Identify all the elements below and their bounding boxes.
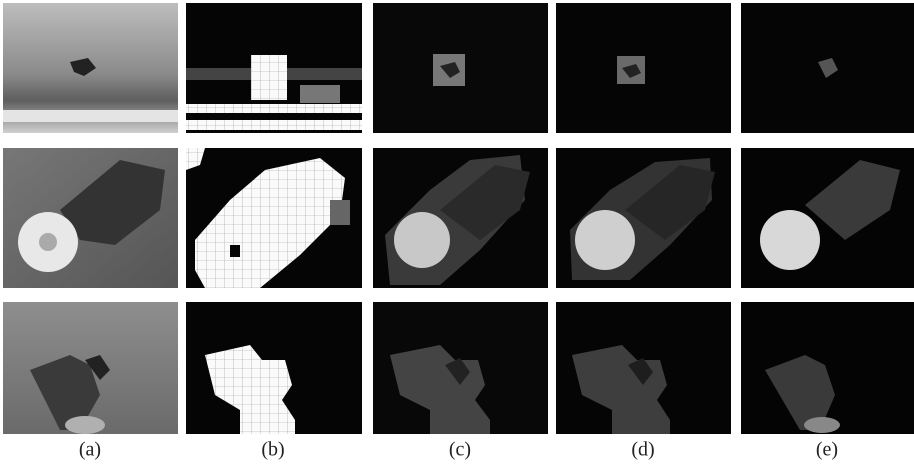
panel-result-d <box>556 3 731 133</box>
panel-label: (c) <box>449 439 471 461</box>
panel-label: (d) <box>631 439 654 461</box>
panel-result-c <box>373 3 548 133</box>
row-3 <box>3 302 914 434</box>
panel-label: (b) <box>261 439 284 461</box>
panel-label: (a) <box>79 439 101 461</box>
panel-result-c <box>373 148 548 288</box>
panel-mask <box>186 148 362 288</box>
panel-mask <box>186 302 362 434</box>
panel-result-d <box>556 302 731 434</box>
panel-mask <box>186 3 362 133</box>
panel-result-e <box>741 3 914 133</box>
row-2 <box>3 148 914 288</box>
row-1 <box>3 3 914 133</box>
panel-result-d <box>556 148 731 288</box>
panel-label: (e) <box>816 439 838 461</box>
panel-result-c <box>373 302 548 434</box>
panel-original <box>3 3 178 133</box>
figure: (a) (b) (c) (d) (e) <box>0 0 914 465</box>
panel-original <box>3 302 178 434</box>
panel-result-e <box>741 302 914 434</box>
panel-result-e <box>741 148 914 288</box>
panel-original <box>3 148 178 288</box>
